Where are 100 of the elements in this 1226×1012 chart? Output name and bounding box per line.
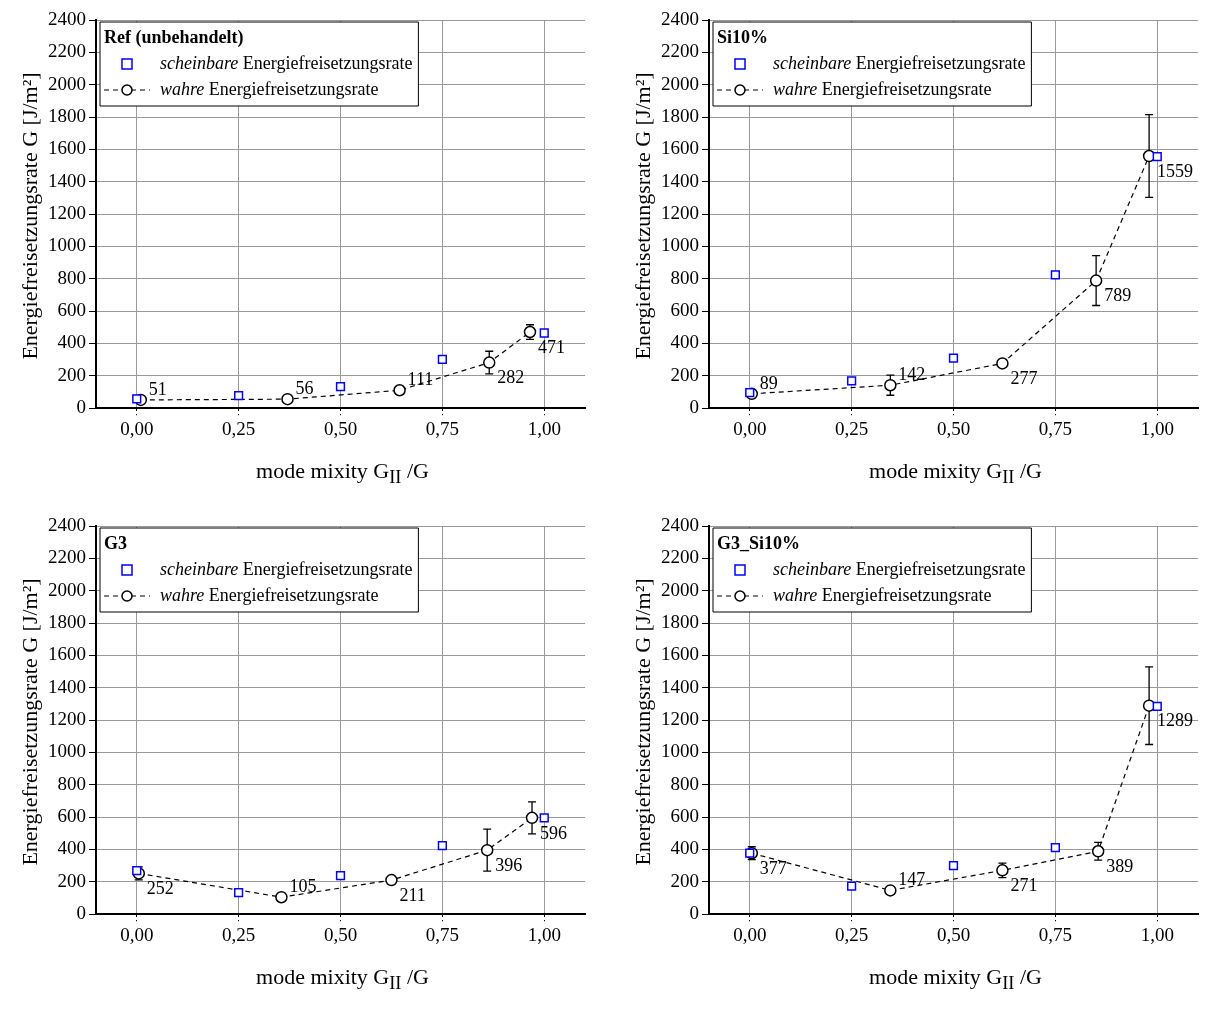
y-tick-label: 2400 — [661, 513, 699, 535]
y-tick-label: 1400 — [661, 169, 699, 191]
point — [1050, 842, 1061, 853]
point — [1152, 152, 1162, 162]
data-label: 389 — [1106, 856, 1134, 877]
point — [275, 890, 288, 904]
data-label: 1289 — [1157, 710, 1194, 731]
y-tick-label: 1000 — [48, 234, 86, 256]
data-label: 111 — [407, 368, 434, 389]
y-tick-label: 2000 — [48, 578, 86, 600]
legend-label: scheinbare Energiefreisetzungsrate — [773, 558, 1026, 579]
point — [480, 843, 494, 857]
x-tick-label: 0,00 — [120, 923, 154, 945]
x-tick-label: 0,25 — [222, 417, 256, 439]
y-tick-label: 1800 — [48, 611, 86, 633]
x-tick-label: 0,50 — [323, 923, 358, 945]
legend-label: scheinbare Energiefreisetzungsrate — [160, 558, 413, 579]
point — [335, 382, 346, 392]
point — [233, 888, 244, 898]
y-tick-label: 1600 — [661, 137, 699, 159]
point — [385, 873, 398, 887]
point — [1050, 270, 1061, 280]
data-label: 51 — [148, 378, 167, 399]
x-tick-label: 0,75 — [1038, 417, 1072, 439]
point — [539, 328, 549, 338]
x-tick-label: 1,00 — [527, 923, 561, 945]
point — [745, 388, 755, 398]
x-tick-label: 0,75 — [1038, 923, 1072, 945]
point — [335, 870, 346, 881]
x-axis-title: mode mixity G$_{II}$ /G — [255, 964, 430, 995]
data-label: 277 — [1010, 368, 1038, 389]
point — [393, 384, 406, 397]
legend-title: Ref (unbehandelt) — [104, 26, 244, 48]
data-label: 56 — [295, 377, 314, 398]
y-tick-label: 1600 — [48, 137, 86, 159]
y-tick-label: 1000 — [48, 740, 86, 762]
legend-label: scheinbare Energiefreisetzungsrate — [160, 52, 413, 73]
y-tick-label: 200 — [670, 363, 699, 385]
data-label: 252 — [146, 878, 174, 899]
y-tick-label: 1800 — [661, 611, 699, 633]
legend-title: Si10% — [717, 26, 769, 47]
legend-label: wahre Energiefreisetzungsrate — [773, 584, 992, 605]
data-label: 105 — [289, 875, 317, 896]
y-tick-label: 400 — [57, 837, 86, 859]
point — [996, 357, 1009, 370]
x-tick-label: 0,50 — [936, 417, 971, 439]
y-tick-label: 1600 — [661, 643, 699, 665]
y-tick-label: 1800 — [661, 105, 699, 127]
y-tick-label: 400 — [670, 331, 699, 353]
data-label: 596 — [540, 822, 568, 843]
y-tick-label: 600 — [57, 299, 86, 321]
y-tick-label: 1400 — [661, 675, 699, 697]
x-tick-label: 1,00 — [1140, 923, 1174, 945]
data-label: 147 — [898, 869, 926, 890]
y-tick-label: 800 — [670, 772, 699, 794]
y-tick-label: 1800 — [48, 105, 86, 127]
point — [539, 813, 549, 823]
x-tick-label: 0,50 — [323, 417, 358, 439]
y-tick-label: 2400 — [48, 513, 86, 535]
y-tick-label: 0 — [689, 902, 699, 924]
y-tick-label: 1400 — [48, 675, 86, 697]
x-tick-label: 1,00 — [527, 417, 561, 439]
y-tick-label: 2000 — [661, 72, 699, 94]
data-label: 271 — [1010, 875, 1038, 896]
y-tick-label: 1000 — [661, 234, 699, 256]
y-tick-label: 2000 — [48, 72, 86, 94]
x-tick-label: 0,00 — [120, 417, 154, 439]
legend-label: wahre Energiefreisetzungsrate — [773, 78, 992, 99]
data-label: 396 — [495, 854, 523, 875]
point — [948, 861, 959, 871]
point — [132, 394, 142, 404]
x-tick-label: 0,75 — [425, 417, 459, 439]
y-tick-label: 0 — [76, 396, 86, 418]
legend-label: scheinbare Energiefreisetzungsrate — [773, 52, 1026, 73]
y-tick-label: 2000 — [661, 578, 699, 600]
x-tick-label: 0,00 — [733, 923, 767, 945]
y-tick-label: 600 — [57, 805, 86, 827]
y-tick-label: 1200 — [48, 708, 86, 730]
point — [846, 881, 857, 891]
data-label: 211 — [399, 884, 426, 905]
data-label: 1559 — [1157, 160, 1194, 181]
y-tick-label: 1400 — [48, 169, 86, 191]
point — [884, 378, 897, 392]
y-axis-title: Energiefreisetzungsrate G [J/m²] — [17, 578, 43, 866]
data-label: 789 — [1104, 285, 1132, 306]
y-axis-title: Energiefreisetzungsrate G [J/m²] — [630, 578, 656, 866]
point — [525, 811, 539, 825]
y-tick-label: 1600 — [48, 643, 86, 665]
point — [1089, 274, 1103, 287]
y-tick-label: 800 — [57, 266, 86, 288]
point — [437, 354, 448, 364]
y-tick-label: 0 — [76, 902, 86, 924]
x-tick-label: 0,50 — [936, 923, 971, 945]
point — [281, 392, 294, 406]
x-axis-title: mode mixity G$_{II}$ /G — [255, 458, 430, 489]
y-tick-label: 1200 — [48, 202, 86, 224]
x-axis-title: mode mixity G$_{II}$ /G — [868, 458, 1043, 489]
y-tick-label: 0 — [689, 396, 699, 418]
y-tick-label: 800 — [57, 772, 86, 794]
legend-label: wahre Energiefreisetzungsrate — [160, 78, 379, 99]
